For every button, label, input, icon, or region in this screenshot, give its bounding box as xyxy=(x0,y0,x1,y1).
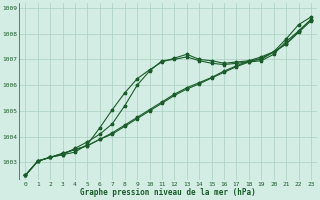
X-axis label: Graphe pression niveau de la mer (hPa): Graphe pression niveau de la mer (hPa) xyxy=(80,188,256,197)
